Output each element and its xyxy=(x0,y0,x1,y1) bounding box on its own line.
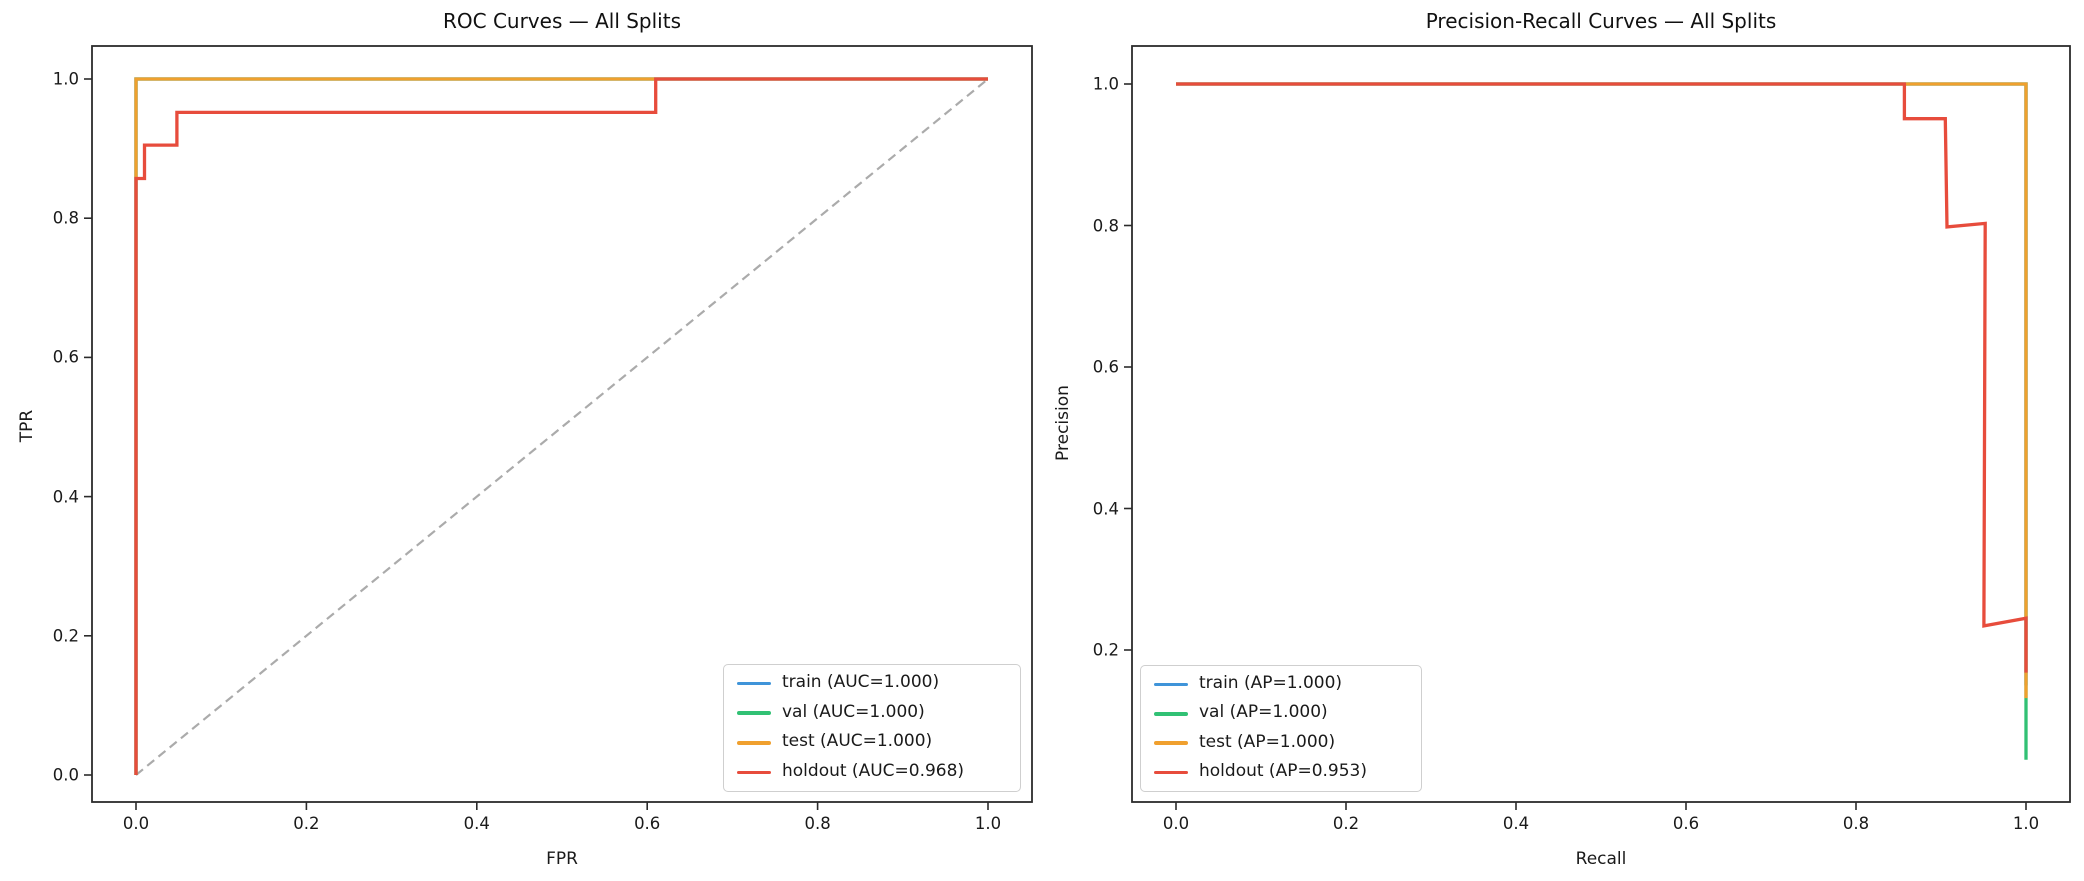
pr-x-axis-label: Recall xyxy=(1575,849,1627,869)
y-tick-label: 0.2 xyxy=(52,626,79,646)
x-tick-label: 0.0 xyxy=(1162,814,1190,833)
val-line-swatch xyxy=(1154,712,1188,716)
test-line-swatch xyxy=(737,741,771,745)
axes-spines xyxy=(91,45,1033,803)
test-curve xyxy=(1176,82,2028,699)
x-tick-label: 0.0 xyxy=(122,814,150,833)
legend-item-holdout: holdout (AUC=0.968) xyxy=(737,760,1007,782)
y-tick-label: 1.0 xyxy=(1092,74,1119,94)
x-tick-label: 1.0 xyxy=(2012,814,2040,833)
roc-x-axis-label: FPR xyxy=(546,849,578,869)
axes-spines xyxy=(1131,45,2071,803)
y-tick-label: 1.0 xyxy=(52,69,79,89)
x-tick-label: 0.4 xyxy=(1502,814,1530,833)
legend-label: train (AUC=1.000) xyxy=(782,672,940,692)
val-curve xyxy=(1176,82,2028,760)
legend-item-test: test (AUC=1.000) xyxy=(737,733,1007,752)
y-tick-label: 0.4 xyxy=(1092,499,1119,518)
x-tick-label: 0.8 xyxy=(804,814,831,833)
pr-legend: train (AP=1.000) val (AP=1.000) test (AP… xyxy=(1140,665,1422,792)
y-tick-label: 0.8 xyxy=(52,208,79,228)
legend-label: train (AP=1.000) xyxy=(1199,673,1343,693)
train-curve xyxy=(1176,82,2028,686)
legend-item-holdout: holdout (AP=0.953) xyxy=(1154,760,1408,782)
holdout-line-swatch xyxy=(1154,770,1188,775)
x-tick-label: 0.4 xyxy=(463,814,490,833)
y-tick-label: 0.6 xyxy=(52,347,79,367)
y-tick-label: 0.2 xyxy=(1092,640,1119,660)
val-line-swatch xyxy=(737,711,771,715)
x-tick-label: 1.0 xyxy=(974,814,1002,833)
x-tick-label: 0.6 xyxy=(634,814,661,833)
legend-label: val (AP=1.000) xyxy=(1199,702,1328,723)
train-line-swatch xyxy=(1154,682,1188,687)
roc-y-axis-label: TPR xyxy=(17,409,37,443)
x-tick-label: 0.8 xyxy=(1842,814,1870,833)
holdout-curve xyxy=(134,77,988,775)
legend-label: test (AUC=1.000) xyxy=(782,731,933,752)
x-tick-label: 0.2 xyxy=(293,814,320,833)
legend-label: holdout (AP=0.953) xyxy=(1199,760,1367,781)
roc-legend: train (AUC=1.000) val (AUC=1.000) test (… xyxy=(723,664,1021,792)
legend-label: val (AUC=1.000) xyxy=(782,701,925,722)
test-line-swatch xyxy=(1154,741,1188,745)
legend-label: holdout (AUC=0.968) xyxy=(782,760,965,781)
legend-item-val: val (AP=1.000) xyxy=(1154,704,1408,723)
legend-item-val: val (AUC=1.000) xyxy=(737,701,1007,723)
holdout-line-swatch xyxy=(737,770,771,775)
y-tick-label: 0.4 xyxy=(52,487,79,507)
pr-y-axis-label: Precision xyxy=(1053,385,1073,461)
x-tick-label: 0.6 xyxy=(1672,814,1700,833)
legend-label: test (AP=1.000) xyxy=(1199,731,1336,752)
y-tick-label: 0.0 xyxy=(52,765,79,785)
holdout-curve xyxy=(1176,82,2028,673)
y-tick-label: 0.6 xyxy=(1092,357,1119,377)
train-line-swatch xyxy=(737,681,771,686)
x-tick-label: 0.2 xyxy=(1332,814,1360,833)
pr-chart-title: Precision-Recall Curves — All Splits xyxy=(1425,9,1777,33)
y-tick-label: 0.8 xyxy=(1092,216,1119,235)
legend-item-train: train (AUC=1.000) xyxy=(737,674,1007,693)
roc-chart-title: ROC Curves — All Splits xyxy=(442,9,682,33)
chance-diagonal-curve xyxy=(135,78,989,776)
legend-item-test: test (AP=1.000) xyxy=(1154,731,1408,753)
legend-item-train: train (AP=1.000) xyxy=(1154,675,1408,694)
